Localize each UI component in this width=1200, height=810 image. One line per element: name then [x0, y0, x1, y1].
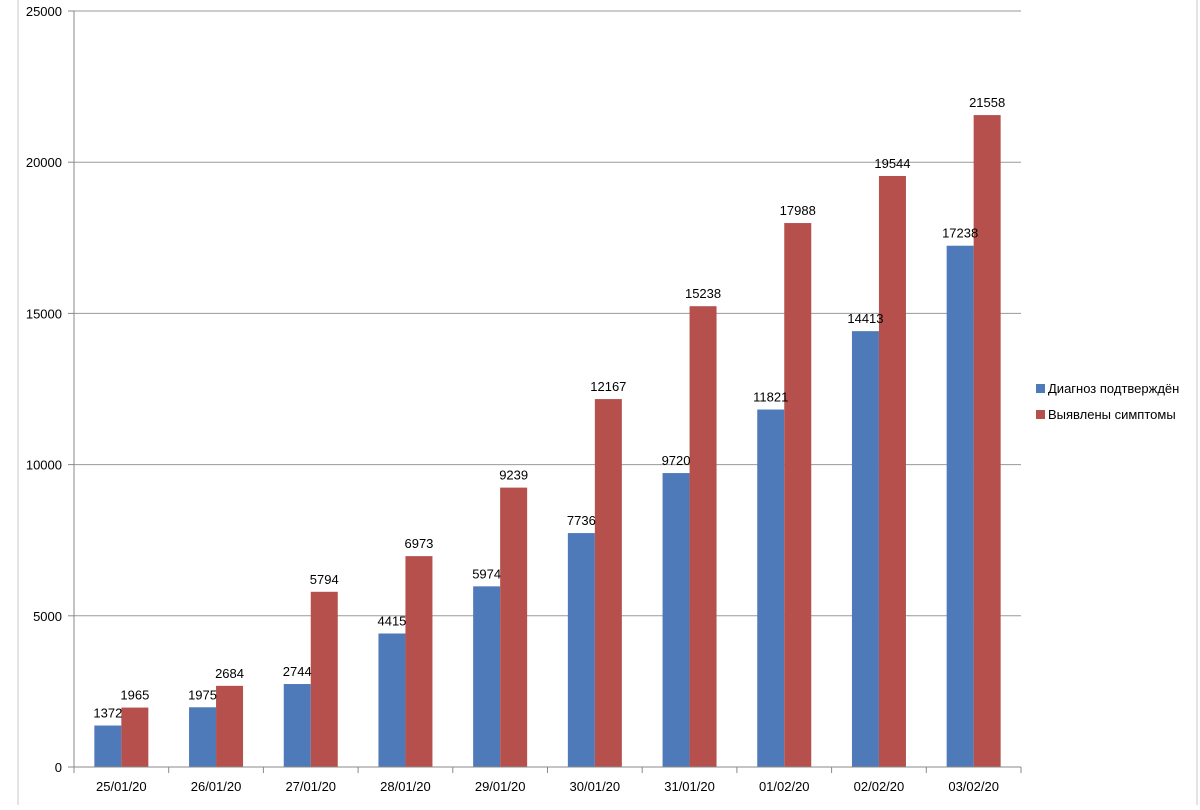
legend: Диагноз подтверждён Выявлены симптомы — [1036, 381, 1179, 422]
data-label: 1372 — [93, 706, 122, 721]
x-tick-label: 31/01/20 — [664, 779, 715, 794]
data-label: 19544 — [874, 156, 910, 171]
bar-confirmed — [94, 725, 122, 767]
data-label: 5794 — [310, 572, 339, 587]
data-label: 11821 — [753, 390, 788, 405]
axes: 0 5000 10000 15000 20000 25000 25/01/20 26/01/2… — [26, 4, 1022, 794]
bar-symptoms — [973, 115, 1001, 768]
data-label: 9720 — [662, 453, 691, 468]
bar-symptoms — [784, 223, 812, 768]
bar-confirmed — [378, 633, 406, 767]
x-tick-label: 01/02/20 — [759, 779, 810, 794]
x-tick-label: 25/01/20 — [96, 779, 147, 794]
bar-symptoms — [405, 556, 433, 767]
bar-symptoms — [121, 707, 149, 767]
data-label: 2744 — [283, 664, 312, 679]
bar-symptoms — [689, 306, 717, 767]
legend-label: Выявлены симптомы — [1048, 407, 1176, 422]
data-label: 6973 — [404, 536, 433, 551]
bar-confirmed — [473, 586, 501, 767]
data-label: 12167 — [590, 379, 626, 394]
y-tick-label: 15000 — [26, 306, 62, 321]
legend-label: Диагноз подтверждён — [1048, 381, 1179, 396]
y-tick-label: 5000 — [33, 609, 62, 624]
y-tick-label: 25000 — [26, 4, 62, 19]
data-label: 9239 — [499, 468, 528, 483]
bar-symptoms — [500, 487, 528, 767]
bar-confirmed — [757, 409, 785, 767]
x-tick-label: 28/01/20 — [380, 779, 431, 794]
data-label: 15238 — [685, 286, 721, 301]
bar-symptoms — [594, 399, 622, 767]
bar-confirmed — [567, 533, 595, 767]
bar-symptoms — [216, 685, 244, 767]
data-label: 17238 — [942, 226, 978, 241]
bar-confirmed — [851, 331, 879, 767]
x-tick-label: 30/01/20 — [570, 779, 621, 794]
x-tick-label: 29/01/20 — [475, 779, 526, 794]
data-labels: 1372 1975 2744 4415 5974 7736 9720 11821 14413 17… — [93, 95, 1005, 720]
data-label: 1965 — [120, 688, 149, 703]
x-tick-label: 02/02/20 — [854, 779, 905, 794]
legend-swatch — [1036, 410, 1045, 419]
x-tick-label: 26/01/20 — [191, 779, 242, 794]
bar-symptoms — [878, 175, 906, 767]
bar-confirmed — [662, 473, 690, 767]
bar-confirmed — [189, 707, 217, 767]
data-label: 5974 — [472, 566, 501, 581]
data-label: 1975 — [188, 687, 217, 702]
data-label: 21558 — [969, 95, 1005, 110]
y-tick-label: 20000 — [26, 155, 62, 170]
legend-swatch — [1036, 384, 1045, 393]
x-tick-label: 03/02/20 — [948, 779, 999, 794]
data-label: 2684 — [215, 666, 244, 681]
data-label: 7736 — [567, 513, 596, 528]
bar-confirmed — [946, 245, 974, 767]
data-label: 4415 — [377, 613, 406, 628]
y-tick-label: 10000 — [26, 458, 62, 473]
y-tick-label: 0 — [55, 760, 62, 775]
data-label: 17988 — [780, 203, 816, 218]
x-tick-label: 27/01/20 — [285, 779, 336, 794]
bar-confirmed — [283, 684, 311, 767]
data-label: 14413 — [847, 311, 883, 326]
bars — [94, 115, 1001, 768]
bar-symptoms — [310, 591, 338, 767]
